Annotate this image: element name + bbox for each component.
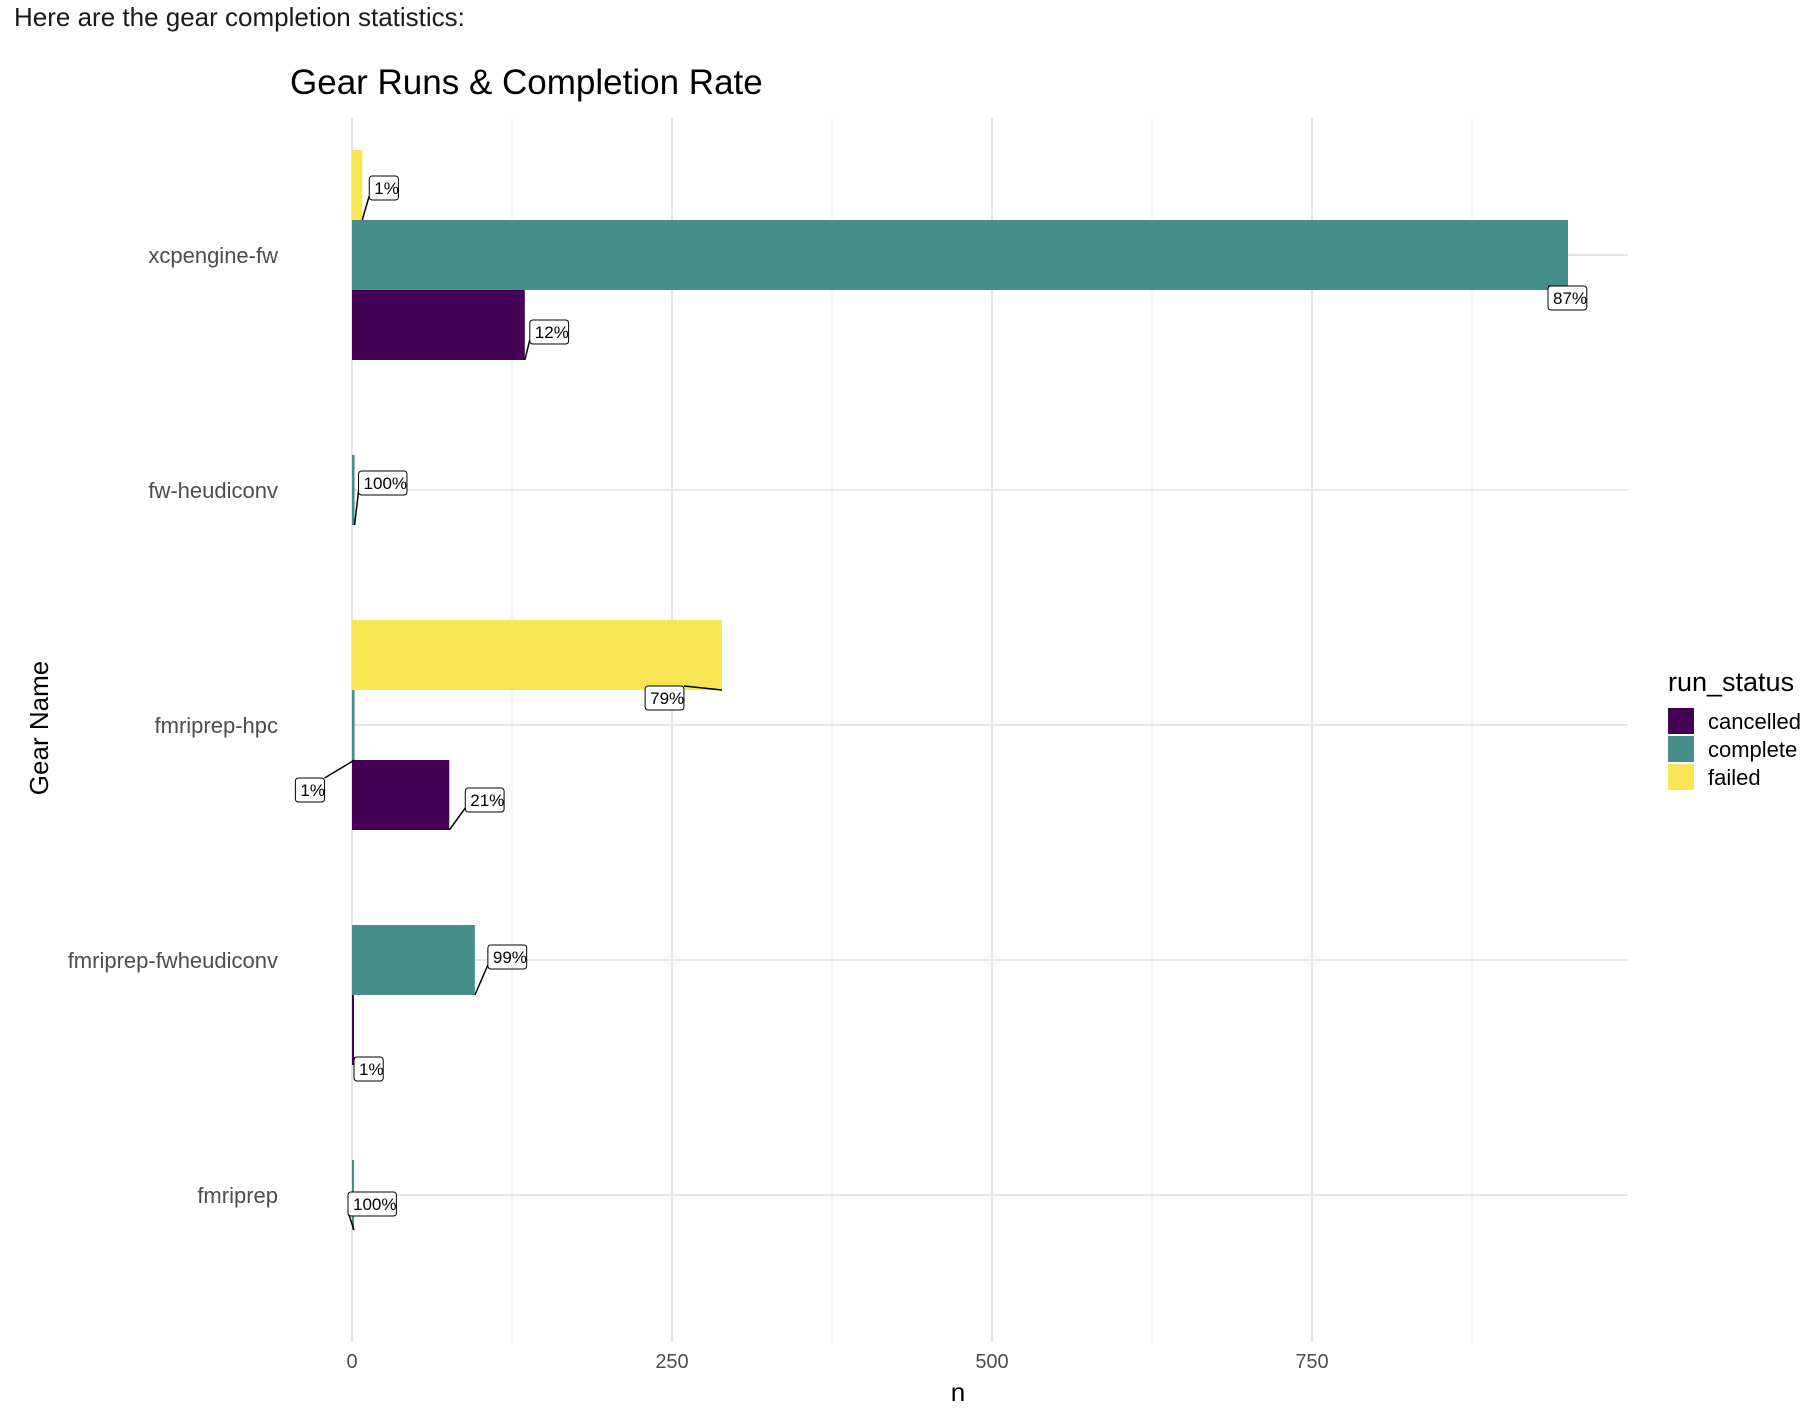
legend-swatch-cancelled [1668, 708, 1694, 734]
y-axis-ticks: xcpengine-fw fw-heudiconv fmriprep-hpc fmri… [68, 243, 278, 1208]
y-tick-label: xcpengine-fw [148, 243, 278, 268]
y-tick-label: fmriprep [197, 1183, 278, 1208]
gridlines [351, 118, 1628, 1342]
y-tick-label: fmriprep-hpc [155, 713, 278, 738]
data-label-box [487, 944, 528, 970]
legend-label-cancelled: cancelled [1708, 709, 1801, 734]
label-leader-line [683, 685, 722, 691]
data-label: 99% [493, 948, 527, 967]
bar-complete [352, 690, 355, 760]
data-label-box [1547, 285, 1588, 311]
data-label-box [353, 1056, 384, 1082]
data-label-box [347, 1191, 397, 1217]
data-label: 12% [535, 323, 569, 342]
legend-label-failed: failed [1708, 765, 1761, 790]
bar-failed [352, 150, 363, 220]
label-leader-line [448, 807, 466, 831]
legend-swatch-failed [1668, 764, 1694, 790]
data-label: 1% [359, 1060, 384, 1079]
bar-complete [352, 925, 475, 995]
x-tick-label: 0 [346, 1351, 357, 1373]
data-labels: 12% 21% 1% 87% 100% 1% 99% 100% 1% 79% [294, 175, 1588, 1231]
data-label-box [358, 470, 408, 496]
label-leader-line [361, 195, 370, 221]
data-label-box [529, 319, 570, 345]
bar-failed [352, 620, 722, 690]
label-leader-line [524, 339, 531, 361]
bar-cancelled [352, 995, 354, 1065]
bar-cancelled [352, 760, 450, 830]
y-tick-label: fmriprep-fwheudiconv [68, 948, 278, 973]
y-axis-title: Gear Name [24, 661, 54, 795]
x-tick-label: 250 [655, 1351, 688, 1373]
bar-complete [352, 455, 355, 525]
x-axis-ticks: 0 250 500 750 [346, 1351, 1328, 1373]
data-label-box [368, 175, 399, 201]
bar-complete [352, 220, 1568, 290]
label-leader-line [353, 490, 360, 526]
data-label: 100% [353, 1195, 396, 1214]
intro-text: Here are the gear completion statistics: [14, 2, 465, 32]
legend: run_status cancelled complete failed [1668, 667, 1801, 790]
data-label: 100% [364, 474, 407, 493]
data-label-box [644, 685, 685, 711]
legend-title: run_status [1668, 667, 1794, 697]
data-label-box [464, 787, 505, 813]
data-label: 21% [470, 791, 504, 810]
bar-cancelled [352, 290, 525, 360]
x-tick-label: 750 [1295, 1351, 1328, 1373]
chart-title: Gear Runs & Completion Rate [290, 63, 763, 102]
data-label: 79% [650, 689, 684, 708]
y-tick-label: fw-heudiconv [148, 478, 278, 503]
label-leader-line [474, 964, 489, 996]
bars [352, 150, 1568, 1230]
data-label-box [294, 777, 326, 803]
data-label: 1% [300, 781, 325, 800]
legend-label-complete: complete [1708, 737, 1797, 762]
x-axis-title: n [951, 1377, 965, 1407]
data-label: 87% [1553, 289, 1587, 308]
data-label: 1% [374, 179, 399, 198]
label-leader-line [324, 759, 355, 779]
legend-swatch-complete [1668, 736, 1694, 762]
x-tick-label: 500 [975, 1351, 1008, 1373]
